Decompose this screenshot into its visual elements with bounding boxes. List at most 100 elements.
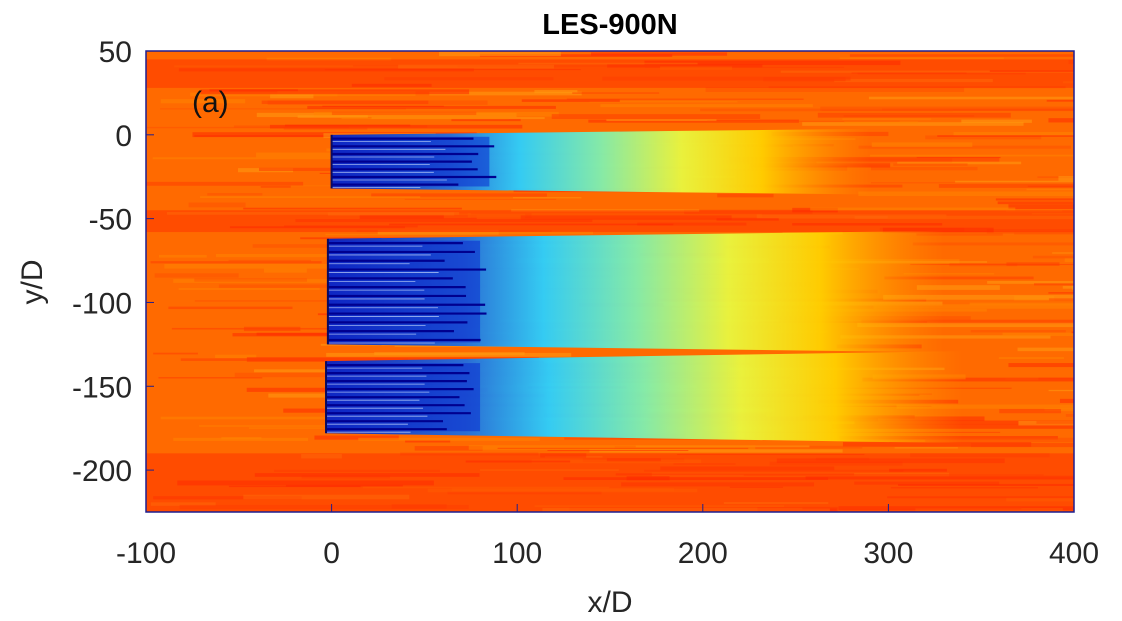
streak [861,319,1074,325]
chart-title: LES-900N [542,9,677,41]
streak [190,92,338,97]
streak [769,461,903,466]
streak [998,357,1064,359]
streak [903,273,995,275]
streak [925,437,1074,443]
streak [158,254,207,258]
streak [404,198,557,200]
streak [871,142,973,148]
wake-region [326,351,963,444]
streak [254,473,480,477]
streak [572,92,660,94]
streak [243,326,301,332]
streak [540,453,587,458]
streak [301,454,342,459]
streak [542,508,830,512]
streak [256,152,367,158]
streak [285,484,403,487]
streak [178,288,320,290]
streak [857,322,1074,328]
streak [215,354,257,359]
streak [283,127,368,130]
streak [723,502,829,505]
red-band [146,59,1074,88]
streak [1062,285,1074,289]
streak [626,476,670,481]
x-tick-label: 300 [863,537,913,570]
streak [180,358,408,361]
streak [602,76,851,81]
streak [389,223,674,226]
streak [160,416,402,420]
streak [1048,292,1074,294]
streak [1063,81,1074,84]
streak [858,145,1071,149]
streak [607,64,763,68]
streak [377,229,499,235]
streak [362,486,610,489]
streak [324,68,581,71]
streak [970,330,1066,333]
streak [153,352,198,355]
streak [1031,213,1074,215]
streak [158,377,263,379]
streak [851,72,967,74]
streak [970,443,1074,448]
streak [1006,497,1074,502]
streak [531,459,702,464]
streak [268,393,379,398]
streak [600,104,813,108]
wake-region [327,230,945,353]
streak [284,225,418,228]
x-axis-ticks: -100 0 100 200 300 400 [116,504,1099,570]
streak [937,135,1074,137]
streak [521,99,620,102]
x-tick-label: 200 [678,537,728,570]
streak [1048,298,1074,301]
streak [780,70,1074,73]
streak [173,437,308,441]
streak [756,214,947,219]
streak [673,463,736,465]
streak [551,114,761,119]
y-tick-label: 0 [115,120,132,153]
streak [883,294,1074,300]
streak [168,306,293,310]
streak [465,460,571,463]
streak [451,488,675,492]
streak [451,118,521,122]
x-axis-label: x/D [588,586,633,619]
streak [873,304,1074,309]
streak [331,111,477,116]
streak [707,120,900,122]
streak [398,64,554,69]
streak [1033,283,1074,286]
streak [314,435,399,440]
streak [1008,204,1074,210]
streak [842,231,1074,235]
streak [615,473,855,476]
streak [716,218,779,221]
streak [1037,176,1074,179]
streak [938,184,1074,188]
streak [802,506,1022,510]
streak [660,66,733,70]
streak [1068,59,1074,65]
y-tick-label: -150 [72,371,132,404]
streak [1065,413,1074,417]
streak [199,425,427,427]
y-axis-label: y/D [16,260,49,305]
streak [887,215,1074,220]
streak [270,94,314,99]
x-tick-label: 0 [323,537,340,570]
streak [589,449,843,453]
streak [843,115,975,117]
streak [969,302,1074,306]
streak [987,280,1074,284]
streak [374,352,525,356]
plot-area [146,51,1074,512]
streak [356,230,552,232]
streak [792,223,943,226]
streak [839,57,1004,59]
streak [1026,188,1074,191]
